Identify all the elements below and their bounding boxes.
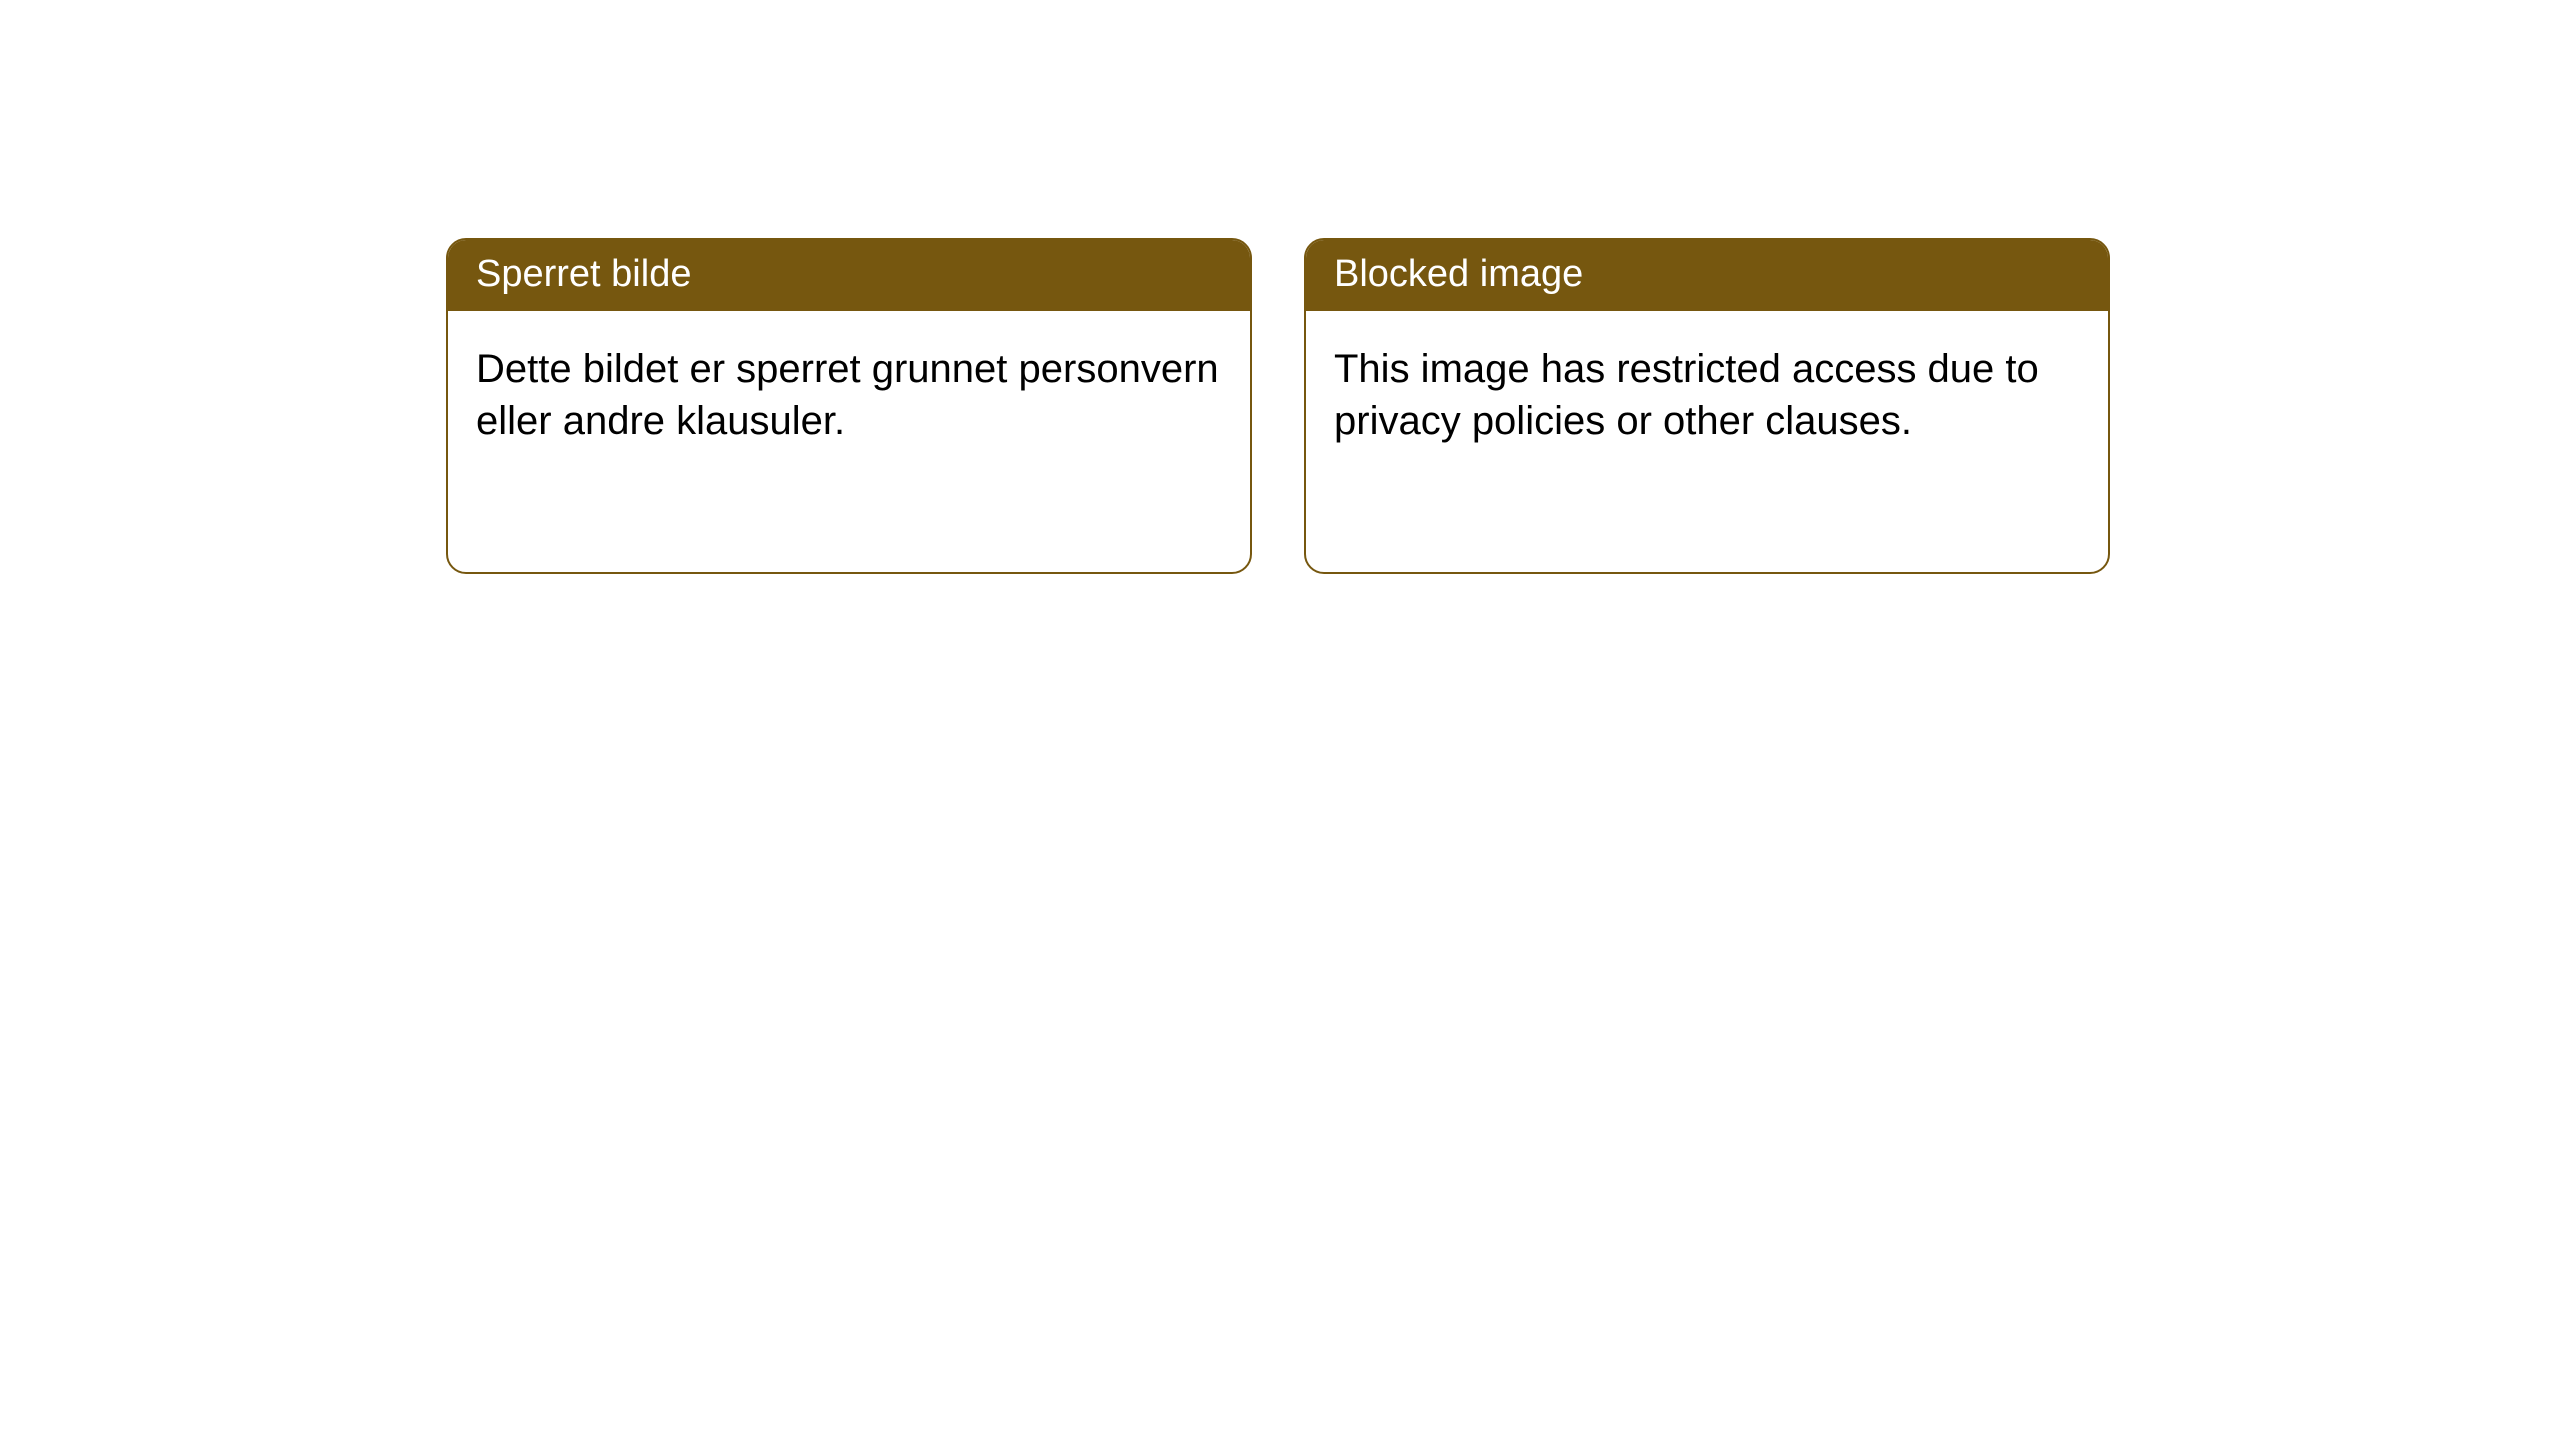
card-body: Dette bildet er sperret grunnet personve… [448,311,1250,479]
card-body: This image has restricted access due to … [1306,311,2108,479]
blocked-image-card-english: Blocked image This image has restricted … [1304,238,2110,574]
notice-cards-container: Sperret bilde Dette bildet er sperret gr… [0,0,2560,574]
card-header: Blocked image [1306,240,2108,311]
card-header: Sperret bilde [448,240,1250,311]
blocked-image-card-norwegian: Sperret bilde Dette bildet er sperret gr… [446,238,1252,574]
